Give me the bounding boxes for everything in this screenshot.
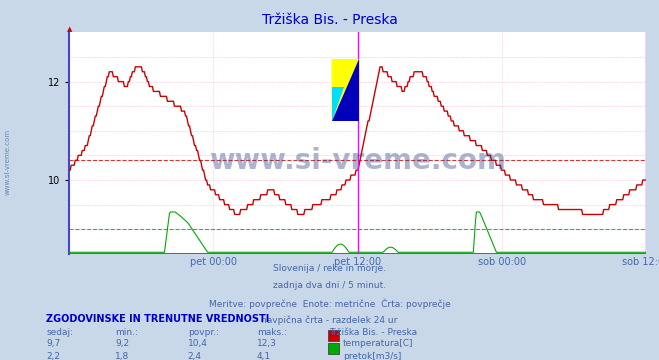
Text: navpična črta - razdelek 24 ur: navpična črta - razdelek 24 ur <box>262 315 397 325</box>
Text: sedaj:: sedaj: <box>46 328 73 337</box>
Text: pretok[m3/s]: pretok[m3/s] <box>343 352 401 360</box>
Text: Tržiška Bis. - Preska: Tržiška Bis. - Preska <box>262 13 397 27</box>
Text: maks.:: maks.: <box>257 328 287 337</box>
Text: povpr.:: povpr.: <box>188 328 219 337</box>
Text: ▲: ▲ <box>67 26 72 32</box>
Polygon shape <box>331 59 359 121</box>
Text: Slovenija / reke in morje.: Slovenija / reke in morje. <box>273 264 386 273</box>
Text: temperatura[C]: temperatura[C] <box>343 339 413 348</box>
Polygon shape <box>331 87 344 121</box>
Text: 2,2: 2,2 <box>46 352 60 360</box>
Text: www.si-vreme.com: www.si-vreme.com <box>5 129 11 195</box>
Text: 9,2: 9,2 <box>115 339 129 348</box>
Text: min.:: min.: <box>115 328 138 337</box>
Text: zadnja dva dni / 5 minut.: zadnja dva dni / 5 minut. <box>273 281 386 290</box>
Text: ZGODOVINSKE IN TRENUTNE VREDNOSTI: ZGODOVINSKE IN TRENUTNE VREDNOSTI <box>46 314 270 324</box>
Text: Tržiška Bis. - Preska: Tržiška Bis. - Preska <box>330 328 418 337</box>
Text: 10,4: 10,4 <box>188 339 208 348</box>
Text: www.si-vreme.com: www.si-vreme.com <box>209 147 506 175</box>
Text: 2,4: 2,4 <box>188 352 202 360</box>
Text: 12,3: 12,3 <box>257 339 277 348</box>
Text: Meritve: povprečne  Enote: metrične  Črta: povprečje: Meritve: povprečne Enote: metrične Črta:… <box>209 298 450 309</box>
Polygon shape <box>331 59 359 121</box>
Text: 4,1: 4,1 <box>257 352 271 360</box>
Text: 9,7: 9,7 <box>46 339 61 348</box>
Text: 1,8: 1,8 <box>115 352 130 360</box>
